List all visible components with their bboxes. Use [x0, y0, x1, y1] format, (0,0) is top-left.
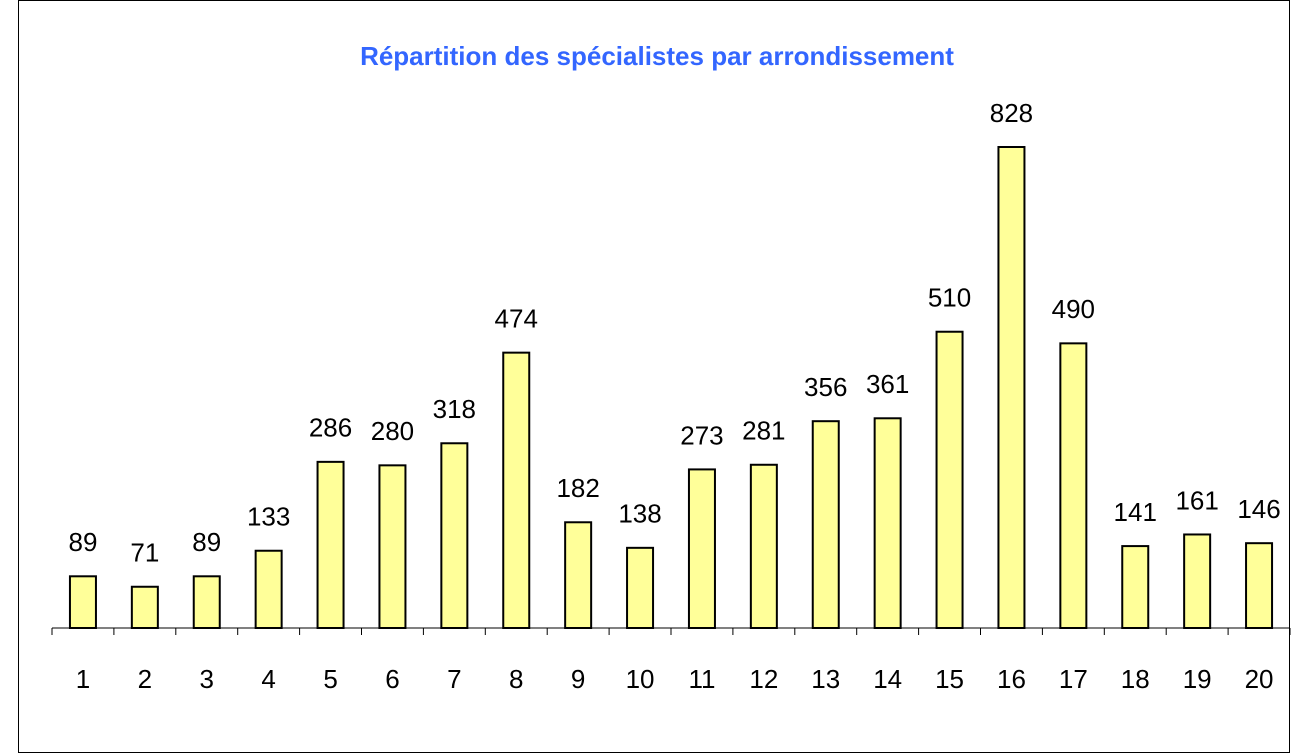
data-label: 828 [990, 98, 1033, 128]
x-tick-label: 20 [1245, 664, 1274, 694]
x-tick-label: 6 [385, 664, 399, 694]
bar [1183, 533, 1212, 630]
data-label: 89 [192, 527, 221, 557]
x-tick-label: 16 [997, 664, 1026, 694]
data-label: 510 [928, 283, 971, 313]
bar [1245, 542, 1274, 629]
data-label: 146 [1237, 494, 1280, 524]
x-tick-label: 5 [323, 664, 337, 694]
x-tick-label: 1 [76, 664, 90, 694]
bar [749, 463, 778, 630]
bar [935, 330, 964, 629]
x-tick-label: 18 [1121, 664, 1150, 694]
bar [564, 521, 593, 629]
data-label: 71 [130, 538, 159, 568]
x-tick-label: 8 [509, 664, 523, 694]
data-label: 474 [495, 304, 538, 334]
x-tick-label: 4 [261, 664, 275, 694]
bar [626, 546, 655, 629]
bar [1059, 342, 1088, 629]
data-label: 161 [1175, 485, 1218, 515]
bar [687, 468, 716, 629]
bar [997, 146, 1026, 629]
x-tick-label: 19 [1183, 664, 1212, 694]
data-label: 138 [618, 499, 661, 529]
data-label: 361 [866, 369, 909, 399]
x-tick-label: 17 [1059, 664, 1088, 694]
x-tick-label: 15 [935, 664, 964, 694]
x-tick-label: 7 [447, 664, 461, 694]
bar [68, 575, 97, 629]
data-label: 281 [742, 416, 785, 446]
data-label: 133 [247, 502, 290, 532]
data-label: 318 [433, 394, 476, 424]
x-tick-label: 12 [749, 664, 778, 694]
bar [502, 351, 531, 629]
data-label: 182 [556, 473, 599, 503]
bar [378, 464, 407, 629]
x-tick-label: 2 [138, 664, 152, 694]
chart-title: Répartition des spécialistes par arrondi… [360, 41, 954, 71]
bar [254, 549, 283, 629]
bar [316, 460, 345, 629]
x-tick-label: 13 [811, 664, 840, 694]
x-tick-label: 9 [571, 664, 585, 694]
bar [192, 575, 221, 629]
bar [811, 420, 840, 629]
x-tick-label: 11 [688, 664, 715, 694]
bar [1121, 545, 1150, 629]
x-tick-label: 14 [873, 664, 902, 694]
x-tick-label: 10 [626, 664, 655, 694]
data-label: 286 [309, 413, 352, 443]
chart-frame [18, 0, 1290, 753]
bar [440, 442, 469, 630]
bar [130, 585, 159, 629]
data-label: 490 [1052, 294, 1095, 324]
data-label: 273 [680, 420, 723, 450]
data-label: 141 [1114, 497, 1157, 527]
data-label: 89 [68, 527, 97, 557]
data-label: 280 [371, 416, 414, 446]
x-tick-label: 3 [200, 664, 214, 694]
data-label: 356 [804, 372, 847, 402]
bar [873, 417, 902, 629]
